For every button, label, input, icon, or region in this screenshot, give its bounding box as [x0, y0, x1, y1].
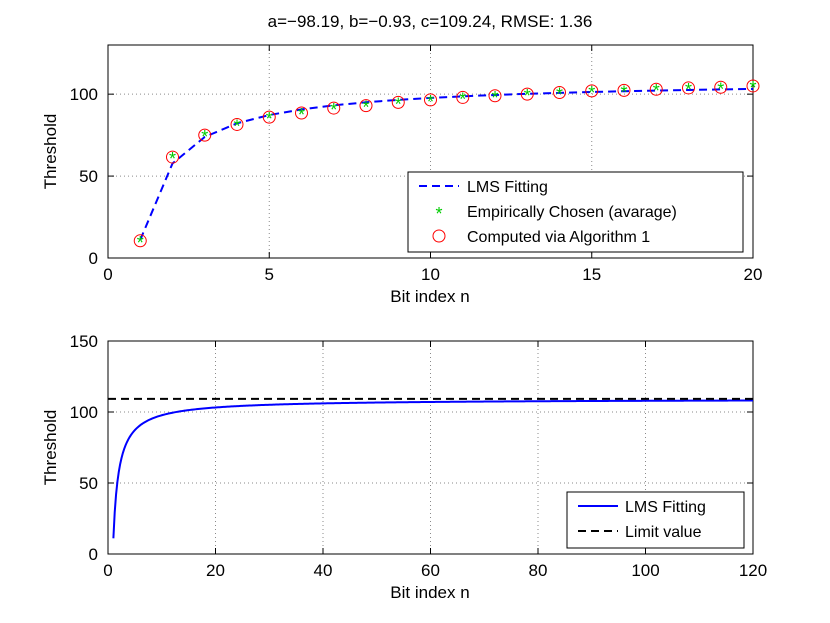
computed-point [230, 117, 244, 131]
top-y-tick-label: 0 [89, 249, 98, 268]
computed-point [649, 82, 663, 96]
empirical-point: * [717, 79, 724, 99]
top-chart: a=−98.19, b=−0.93, c=109.24, RMSE: 1.36 … [41, 12, 762, 306]
empirical-point: * [588, 83, 595, 103]
computed-point [424, 93, 437, 107]
empirical-point: * [524, 86, 531, 106]
bottom-legend: LMS Fitting Limit value [566, 491, 745, 549]
bottom-y-tick-label: 0 [89, 545, 98, 564]
top-y-tick-label: 50 [79, 167, 98, 186]
bottom-x-tick-label: 100 [631, 561, 659, 580]
bottom-x-tick-label: 20 [206, 561, 225, 580]
empirical-point: * [556, 85, 563, 105]
computed-point [488, 89, 502, 103]
bottom-y-tick-label: 50 [79, 474, 98, 493]
bottom-y-tick-label: 100 [70, 403, 98, 422]
computed-point [617, 83, 631, 97]
computed-point [359, 99, 373, 113]
legend-computed-label: Computed via Algorithm 1 [467, 229, 650, 246]
computed-point [714, 80, 728, 94]
empirical-point: * [749, 78, 756, 98]
bottom-y-axis-label: Threshold [41, 410, 60, 486]
empirical-point: * [620, 82, 627, 102]
computed-point [553, 86, 566, 100]
top-x-tick-labels: 0 5 10 15 20 [103, 265, 762, 284]
top-x-axis-label: Bit index n [390, 287, 469, 306]
legend-lms-fitting-label: LMS Fitting [467, 179, 548, 196]
bottom-x-axis-label: Bit index n [390, 583, 469, 602]
legend-limit-value-label: Limit value [625, 524, 702, 541]
top-x-tick-label: 5 [265, 265, 274, 284]
legend-star-marker-icon: * [435, 204, 442, 224]
computed-point [262, 110, 276, 124]
bottom-x-tick-label: 60 [421, 561, 440, 580]
computed-point [391, 95, 405, 109]
empirical-point: * [491, 88, 498, 108]
empirical-point: * [362, 98, 369, 118]
top-legend: LMS Fitting * Empirically Chosen (avarag… [407, 171, 744, 253]
bottom-plot-area [108, 397, 754, 539]
computed-point [682, 81, 695, 95]
computed-point [295, 106, 308, 120]
chart-title: a=−98.19, b=−0.93, c=109.24, RMSE: 1.36 [268, 12, 593, 31]
legend-lms-fitting-label-bottom: LMS Fitting [625, 499, 706, 516]
empirical-point: * [298, 105, 305, 125]
bottom-y-tick-label: 150 [70, 332, 98, 351]
empirical-point: * [395, 94, 402, 114]
bottom-x-tick-label: 40 [314, 561, 333, 580]
top-legend-box [407, 171, 744, 253]
computed-point [585, 84, 599, 98]
computed-point [520, 87, 534, 101]
computed-point [166, 150, 179, 164]
bottom-x-tick-labels: 0 20 40 60 80 100 120 [103, 561, 767, 580]
empirical-point: * [233, 116, 240, 136]
legend-empirical-label: Empirically Chosen (avarage) [467, 204, 677, 221]
top-y-tick-labels: 0 50 100 [70, 85, 98, 268]
bottom-x-tick-label: 120 [739, 561, 767, 580]
top-x-tick-label: 0 [103, 265, 112, 284]
empirical-point: * [266, 109, 273, 129]
computed-point [746, 79, 760, 93]
bottom-chart: 0 20 40 60 80 100 120 0 50 100 150 Bit index n Th… [41, 332, 767, 602]
bottom-lms-fitting-line [112, 399, 754, 539]
bottom-tick-marks [107, 340, 754, 555]
empirical-point: * [685, 80, 692, 100]
empirical-point: * [653, 81, 660, 101]
bottom-x-tick-label: 80 [529, 561, 548, 580]
bottom-x-tick-label: 0 [103, 561, 112, 580]
top-x-tick-label: 15 [582, 265, 601, 284]
computed-point [133, 234, 147, 248]
bottom-y-tick-labels: 0 50 100 150 [70, 332, 98, 564]
empirical-point: * [201, 127, 208, 147]
empirical-point: * [427, 92, 434, 112]
top-plot-area: * * * * * * * * * * * * * * * * * * * * [133, 78, 760, 253]
empirical-point: * [137, 233, 144, 253]
empirical-point: * [459, 89, 466, 109]
computed-point [327, 101, 341, 115]
top-tick-marks [107, 45, 754, 259]
computed-point [198, 128, 212, 142]
computed-point [456, 90, 470, 104]
legend-circle-marker-icon [432, 229, 446, 243]
empirical-point: * [330, 100, 337, 120]
top-y-tick-label: 100 [70, 85, 98, 104]
empirical-point: * [169, 149, 176, 169]
bottom-legend-box [566, 491, 745, 549]
top-x-tick-label: 10 [421, 265, 440, 284]
top-x-tick-label: 20 [744, 265, 763, 284]
top-y-axis-label: Threshold [41, 114, 60, 190]
